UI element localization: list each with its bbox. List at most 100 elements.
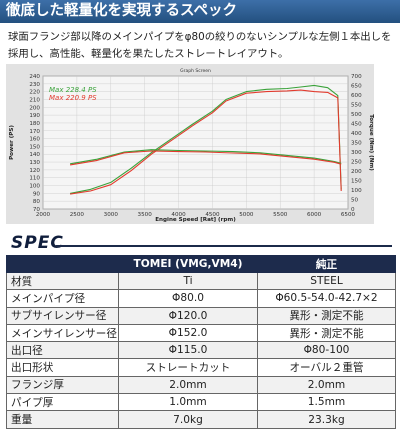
y-tick-label: 140	[29, 152, 40, 158]
y-tick-label: 130	[29, 160, 40, 166]
table-row: 材質 Ti STEEL	[6, 271, 396, 291]
plot-area	[42, 75, 349, 210]
y2-tick-label: 0	[351, 207, 355, 213]
y-tick-label: 80	[33, 199, 41, 205]
table-row: 出口径 Φ115.0 Φ80-100	[6, 341, 396, 360]
spec-header-cell: 純正	[257, 255, 396, 273]
stock-value: 2.0mm	[257, 375, 396, 395]
x-tick-label: 4500	[205, 212, 220, 218]
chart-title: Graph Screen	[180, 68, 211, 74]
row-label: 材質	[6, 271, 119, 291]
x-axis-label: Engine Speed [Rat] (rpm)	[155, 217, 236, 223]
power-curve	[69, 84, 342, 194]
x-tick-label: 6000	[307, 212, 322, 218]
x-tick-label: 6500	[341, 212, 356, 218]
row-label: サブサイレンサー径	[6, 306, 119, 325]
table-row: 重量 7.0kg 23.3kg	[6, 410, 396, 429]
spec-heading: SPEC	[11, 233, 64, 253]
row-label: メインパイプ径	[6, 289, 119, 308]
tomei-value: 7.0kg	[118, 410, 258, 429]
table-row: 出口形状 ストレートカット オーバル２重管	[6, 358, 396, 377]
tomei-value: 2.0mm	[118, 375, 258, 395]
row-label: パイプ厚	[6, 393, 119, 412]
y-tick-label: 120	[29, 168, 40, 174]
y-tick-label: 230	[29, 82, 40, 88]
intro-line: 球面フランジ部以降のメインパイプをφ80の絞りのないシンプルな左側１本出しを	[8, 31, 392, 43]
y2-tick-label: 500	[351, 112, 362, 118]
tomei-value: Φ120.0	[118, 306, 258, 325]
tomei-value: ストレートカット	[118, 358, 258, 377]
page-title: 徹底した軽量化を実現するスペック	[0, 0, 400, 23]
y2-tick-label: 250	[351, 160, 362, 166]
x-tick-label: 4000	[171, 212, 186, 218]
stock-value: 異形・測定不能	[257, 323, 396, 343]
max-power-annotation: Max 228.4 PS	[49, 86, 97, 94]
power-curve	[70, 89, 342, 195]
spec-header-cell	[6, 255, 119, 273]
y-axis-label: Power (PS)	[9, 125, 15, 160]
stock-value: 異形・測定不能	[257, 306, 396, 325]
y2-tick-label: 150	[351, 179, 362, 185]
y-tick-label: 90	[33, 191, 41, 197]
tomei-value: Φ80.0	[118, 289, 258, 308]
table-row: パイプ厚 1.0mm 1.5mm	[6, 393, 396, 412]
intro-text: 球面フランジ部以降のメインパイプをφ80の絞りのないシンプルな左側１本出しを 採…	[8, 29, 396, 63]
y-tick-label: 70	[33, 207, 41, 213]
y-tick-label: 150	[29, 144, 40, 150]
tomei-value: Φ115.0	[118, 341, 258, 360]
torque-curve	[70, 149, 342, 165]
intro-line: 採用し、高性能、軽量化を果たしたストレートレイアウト。	[8, 48, 289, 60]
y-tick-label: 240	[29, 74, 40, 80]
y-tick-label: 170	[29, 129, 40, 135]
y2-tick-label: 400	[351, 131, 362, 137]
y2-tick-label: 100	[351, 188, 362, 194]
x-tick-label: 5000	[239, 212, 254, 218]
tomei-value: 1.0mm	[118, 393, 258, 412]
y-tick-label: 210	[29, 97, 40, 103]
torque-curve	[70, 150, 342, 166]
table-row: メインパイプ径 Φ80.0 Φ60.5-54.0-42.7×2	[6, 289, 396, 308]
y2-tick-label: 450	[351, 122, 362, 128]
x-tick-label: 3000	[104, 212, 119, 218]
spec-table: TOMEI (VMG,VM4) 純正 材質 Ti STEEL メインパイプ径 Φ80.…	[6, 255, 396, 429]
tomei-value: Ti	[118, 271, 258, 291]
max-power-annotation: Max 220.9 PS	[49, 94, 97, 102]
row-label: フランジ厚	[6, 375, 119, 395]
dyno-chart: Graph Screen7080901001101201301401501601…	[6, 64, 374, 224]
row-label: メインサイレンサー径	[6, 323, 119, 343]
y-tick-label: 200	[29, 105, 40, 111]
row-label: 出口径	[6, 341, 119, 360]
spec-header-row: TOMEI (VMG,VM4) 純正	[6, 255, 396, 273]
y2-tick-label: 600	[351, 93, 362, 99]
x-tick-label: 3500	[138, 212, 153, 218]
y2-tick-label: 50	[351, 198, 359, 204]
stock-value: Φ80-100	[257, 341, 396, 360]
y2-tick-label: 700	[351, 74, 362, 80]
row-label: 出口形状	[6, 358, 119, 377]
y2-tick-label: 350	[351, 141, 362, 147]
stock-value: STEEL	[257, 271, 396, 291]
y-tick-label: 100	[29, 184, 40, 190]
stock-value: 23.3kg	[257, 410, 396, 429]
y-tick-label: 190	[29, 113, 40, 119]
y2-tick-label: 200	[351, 169, 362, 175]
spec-header-cell: TOMEI (VMG,VM4)	[118, 255, 258, 273]
row-label: 重量	[6, 410, 119, 429]
y2-axis-label: Torque (Nm) (Nm)	[368, 114, 374, 171]
spec-divider	[56, 245, 392, 247]
x-tick-label: 5500	[273, 212, 288, 218]
y-tick-label: 180	[29, 121, 40, 127]
stock-value: 1.5mm	[257, 393, 396, 412]
table-row: メインサイレンサー径 Φ152.0 異形・測定不能	[6, 323, 396, 343]
y-tick-label: 110	[29, 176, 40, 182]
y2-tick-label: 300	[351, 150, 362, 156]
y2-tick-label: 550	[351, 103, 362, 109]
y-tick-label: 160	[29, 137, 40, 143]
table-row: フランジ厚 2.0mm 2.0mm	[6, 375, 396, 395]
x-tick-label: 2000	[36, 212, 51, 218]
tomei-value: Φ152.0	[118, 323, 258, 343]
stock-value: Φ60.5-54.0-42.7×2	[257, 289, 396, 308]
x-tick-label: 2500	[70, 212, 85, 218]
y2-tick-label: 650	[351, 84, 362, 90]
table-row: サブサイレンサー径 Φ120.0 異形・測定不能	[6, 306, 396, 325]
